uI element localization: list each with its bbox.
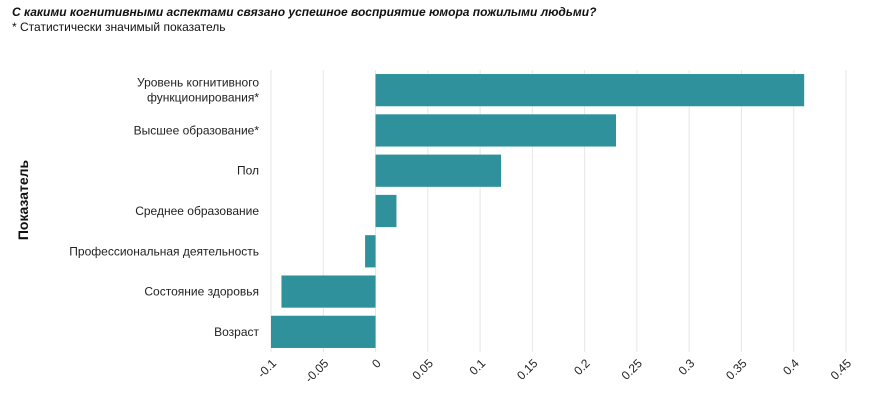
- category-label: функционирования*: [147, 91, 259, 105]
- x-tick-label: 0.3: [676, 356, 698, 378]
- x-tick-label: 0.05: [410, 356, 437, 383]
- bar: [271, 315, 376, 348]
- bar: [375, 74, 805, 107]
- category-label: Состояние здоровья: [144, 285, 259, 299]
- category-label: Уровень когнитивного: [137, 76, 259, 90]
- category-label: Среднее образование: [135, 204, 259, 218]
- x-tick-label: 0.2: [571, 356, 593, 378]
- category-label: Профессиональная деятельность: [69, 244, 259, 258]
- x-tick-label: -0.05: [302, 356, 331, 385]
- x-tick-label: 0.35: [723, 356, 750, 383]
- x-tick-label: 0.1: [467, 356, 489, 378]
- x-tick-label: 0.15: [514, 356, 541, 383]
- category-label: Пол: [237, 164, 259, 178]
- y-axis-title: Показатель: [15, 159, 31, 240]
- bar: [281, 275, 376, 308]
- x-tick-label: 0.45: [828, 356, 855, 383]
- bar: [375, 154, 501, 187]
- chart-subtitle: * Статистически значимый показатель: [12, 20, 226, 34]
- bar: [375, 114, 616, 147]
- chart-title: С какими когнитивными аспектами связано …: [12, 5, 597, 19]
- bar: [365, 235, 376, 268]
- x-tick-label: 0.25: [619, 356, 646, 383]
- bar: [375, 194, 397, 228]
- x-tick-label: 0: [369, 356, 384, 371]
- x-tick-label: -0.1: [255, 356, 280, 381]
- gridlines: [270, 70, 847, 352]
- category-label: Возраст: [214, 325, 259, 339]
- x-tick-label: 0.4: [780, 356, 802, 378]
- category-label: Высшее образование*: [134, 123, 260, 137]
- bars: [271, 74, 805, 348]
- x-tick-labels: -0.1 -0.05 0 0.05 0.1 0.15 0.2 0.25 0.3 0.35 0.4 0.…: [255, 356, 855, 385]
